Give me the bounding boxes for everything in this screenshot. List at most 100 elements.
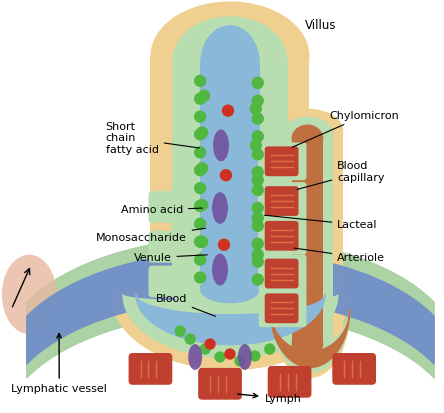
Circle shape	[252, 256, 263, 267]
Circle shape	[252, 238, 263, 249]
Circle shape	[197, 127, 208, 138]
Ellipse shape	[172, 278, 288, 310]
Ellipse shape	[281, 323, 333, 351]
Circle shape	[252, 185, 263, 196]
Text: Lymph: Lymph	[238, 394, 301, 404]
Ellipse shape	[200, 275, 260, 303]
Circle shape	[250, 103, 261, 114]
Bar	[281, 135, 333, 337]
Text: Blood: Blood	[155, 294, 215, 316]
Ellipse shape	[292, 332, 323, 356]
Circle shape	[221, 170, 231, 180]
Ellipse shape	[212, 254, 228, 285]
Text: Short
chain
fatty acid: Short chain fatty acid	[106, 122, 199, 155]
FancyBboxPatch shape	[265, 186, 298, 216]
Text: Chylomicron: Chylomicron	[292, 111, 399, 147]
Circle shape	[252, 221, 263, 231]
Bar	[172, 61, 288, 294]
Circle shape	[197, 236, 208, 247]
Circle shape	[252, 131, 263, 142]
Ellipse shape	[2, 255, 56, 334]
Text: Blood
capillary: Blood capillary	[297, 161, 385, 190]
Ellipse shape	[281, 116, 333, 152]
Bar	[292, 138, 323, 344]
Circle shape	[175, 326, 185, 336]
Bar	[151, 56, 309, 299]
Text: Venule: Venule	[134, 253, 207, 263]
Text: Lacteal: Lacteal	[265, 215, 378, 230]
Ellipse shape	[272, 109, 343, 152]
Circle shape	[252, 167, 263, 178]
Ellipse shape	[151, 1, 309, 111]
Circle shape	[235, 356, 245, 366]
FancyBboxPatch shape	[259, 217, 306, 255]
Circle shape	[205, 339, 215, 349]
Text: Monosaccharide: Monosaccharide	[96, 228, 205, 243]
Bar	[272, 131, 343, 339]
Bar	[258, 230, 266, 242]
Circle shape	[252, 175, 263, 185]
Circle shape	[225, 349, 235, 359]
Circle shape	[222, 105, 234, 116]
Text: Arteriole: Arteriole	[294, 248, 385, 263]
Bar	[172, 243, 202, 251]
FancyBboxPatch shape	[265, 259, 298, 288]
FancyBboxPatch shape	[148, 231, 180, 263]
FancyBboxPatch shape	[268, 366, 311, 398]
Ellipse shape	[272, 321, 343, 357]
FancyBboxPatch shape	[265, 221, 298, 251]
Circle shape	[194, 201, 206, 211]
Text: Lymphatic vessel: Lymphatic vessel	[12, 334, 107, 394]
FancyBboxPatch shape	[259, 142, 306, 180]
Circle shape	[250, 351, 260, 361]
Bar	[200, 63, 260, 290]
Circle shape	[252, 95, 263, 106]
Bar	[258, 195, 266, 207]
Circle shape	[197, 163, 208, 174]
Circle shape	[194, 236, 206, 247]
Circle shape	[197, 199, 208, 211]
Circle shape	[185, 334, 195, 344]
Circle shape	[194, 165, 206, 176]
Circle shape	[194, 147, 206, 158]
Circle shape	[200, 344, 210, 354]
Circle shape	[194, 76, 206, 86]
FancyBboxPatch shape	[265, 293, 298, 323]
FancyBboxPatch shape	[259, 290, 306, 327]
FancyBboxPatch shape	[198, 368, 242, 400]
Ellipse shape	[292, 125, 323, 152]
Circle shape	[252, 77, 263, 88]
Circle shape	[194, 272, 206, 283]
Ellipse shape	[238, 344, 252, 370]
Ellipse shape	[151, 280, 309, 319]
Ellipse shape	[200, 25, 260, 101]
Circle shape	[252, 149, 263, 160]
Bar	[258, 155, 266, 167]
FancyBboxPatch shape	[148, 191, 180, 223]
Ellipse shape	[213, 130, 229, 161]
Bar	[258, 268, 266, 280]
Circle shape	[252, 249, 263, 260]
Circle shape	[252, 274, 263, 285]
Circle shape	[194, 183, 206, 194]
Circle shape	[194, 111, 206, 122]
Circle shape	[194, 93, 206, 104]
Circle shape	[252, 202, 263, 214]
Bar	[172, 278, 202, 285]
FancyBboxPatch shape	[259, 255, 306, 292]
FancyBboxPatch shape	[259, 182, 306, 220]
Circle shape	[194, 218, 206, 229]
Circle shape	[215, 352, 225, 362]
Ellipse shape	[188, 344, 202, 370]
Circle shape	[265, 344, 275, 354]
Ellipse shape	[172, 16, 288, 106]
Circle shape	[198, 90, 210, 101]
Circle shape	[252, 212, 263, 223]
Circle shape	[194, 254, 206, 265]
FancyBboxPatch shape	[129, 353, 172, 385]
Bar	[258, 302, 266, 314]
Circle shape	[218, 239, 230, 250]
Bar	[172, 203, 202, 211]
FancyBboxPatch shape	[332, 353, 376, 385]
FancyBboxPatch shape	[148, 266, 180, 297]
